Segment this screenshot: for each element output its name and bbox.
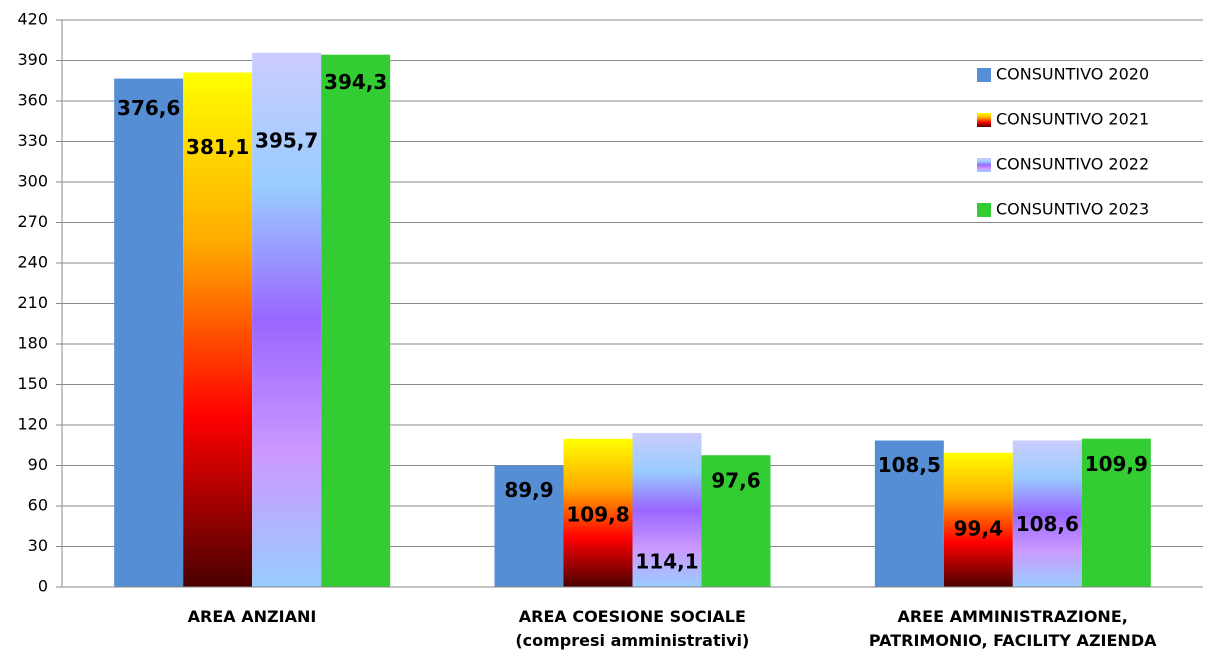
y-tick-label: 60 — [28, 496, 48, 515]
y-tick-label: 360 — [17, 91, 48, 110]
y-tick-label: 0 — [38, 577, 48, 596]
y-tick-label: 420 — [17, 10, 48, 29]
legend-label: CONSUNTIVO 2022 — [996, 155, 1149, 174]
y-tick-label: 270 — [17, 212, 48, 231]
bar — [183, 72, 253, 587]
bar — [494, 465, 564, 587]
y-tick-label: 120 — [17, 415, 48, 434]
x-tick-label: AREA ANZIANI — [187, 607, 317, 626]
legend-label: CONSUNTIVO 2023 — [996, 200, 1149, 219]
y-tick-label: 300 — [17, 172, 48, 191]
data-label: 109,9 — [1085, 452, 1148, 476]
data-label: 99,4 — [954, 516, 1003, 540]
bar — [321, 54, 391, 587]
bar — [701, 455, 771, 587]
bar — [1081, 438, 1151, 587]
legend-label: CONSUNTIVO 2020 — [996, 65, 1149, 84]
data-label: 376,6 — [117, 96, 180, 120]
bar — [874, 440, 944, 587]
y-tick-label: 150 — [17, 374, 48, 393]
legend-swatch — [977, 113, 991, 127]
bar — [632, 432, 702, 587]
x-tick-label: AREA COESIONE SOCIALE (compresi amminist… — [515, 607, 750, 650]
data-label: 108,5 — [878, 453, 941, 477]
y-tick-label: 30 — [28, 536, 48, 555]
data-label: 395,7 — [255, 128, 318, 152]
bar — [252, 52, 322, 588]
bar — [114, 78, 184, 587]
legend-label: CONSUNTIVO 2021 — [996, 110, 1149, 129]
y-tick-label: 90 — [28, 455, 48, 474]
bar — [1012, 440, 1082, 587]
y-tick-label: 210 — [17, 293, 48, 312]
legend-swatch — [977, 158, 991, 172]
y-tick-label: 330 — [17, 131, 48, 150]
data-label: 109,8 — [566, 502, 629, 526]
y-tick-label: 180 — [17, 334, 48, 353]
bar — [563, 438, 633, 587]
y-tick-label: 240 — [17, 253, 48, 272]
data-label: 97,6 — [711, 469, 760, 493]
y-tick-label: 390 — [17, 50, 48, 69]
data-label: 381,1 — [186, 135, 249, 159]
data-label: 108,6 — [1016, 512, 1079, 536]
data-label: 89,9 — [504, 478, 553, 502]
data-label: 394,3 — [324, 70, 387, 94]
legend-swatch — [977, 68, 991, 82]
legend-swatch — [977, 203, 991, 217]
bar — [943, 452, 1013, 587]
data-label: 114,1 — [635, 549, 698, 573]
x-tick-label: AREE AMMINISTRAZIONE, PATRIMONIO, FACILI… — [868, 607, 1157, 650]
